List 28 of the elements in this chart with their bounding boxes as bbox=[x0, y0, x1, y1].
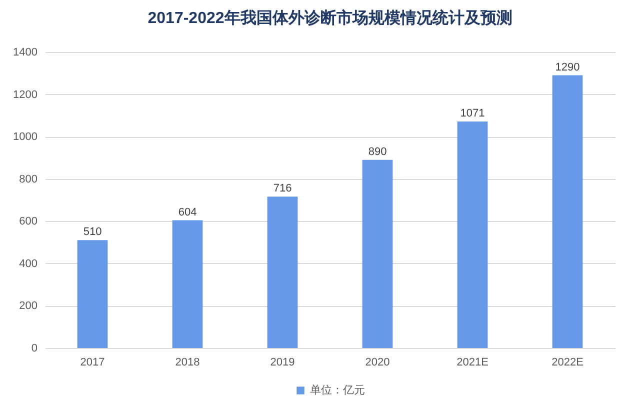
bar bbox=[267, 196, 298, 348]
bar bbox=[77, 240, 108, 348]
data-label: 1071 bbox=[460, 108, 485, 120]
y-tick-label: 0 bbox=[31, 342, 38, 354]
bar bbox=[362, 160, 393, 348]
bar bbox=[457, 122, 488, 348]
data-label: 890 bbox=[368, 146, 387, 158]
bar bbox=[172, 220, 203, 348]
bar bbox=[552, 75, 583, 348]
x-tick-label: 2020 bbox=[365, 356, 390, 368]
data-label: 716 bbox=[273, 182, 292, 195]
x-tick-label: 2022E bbox=[552, 356, 584, 368]
x-tick-label: 2017 bbox=[80, 356, 105, 368]
data-label: 604 bbox=[178, 206, 197, 218]
y-tick-label: 800 bbox=[19, 173, 38, 186]
data-label: 1290 bbox=[555, 61, 580, 74]
legend-label: 单位：亿元 bbox=[310, 384, 365, 396]
y-tick-label: 1000 bbox=[13, 131, 38, 144]
y-tick-label: 400 bbox=[19, 258, 38, 270]
x-tick-label: 2019 bbox=[270, 356, 295, 368]
data-label: 510 bbox=[83, 226, 102, 238]
y-tick-label: 200 bbox=[19, 300, 38, 312]
x-tick-label: 2018 bbox=[175, 356, 200, 368]
y-tick-label: 600 bbox=[19, 216, 38, 228]
chart-title: 2017-2022年我国体外诊断市场规模情况统计及预测 bbox=[148, 9, 512, 27]
x-tick-label: 2021E bbox=[456, 356, 488, 368]
y-tick-label: 1400 bbox=[13, 46, 38, 58]
y-tick-label: 1200 bbox=[13, 88, 38, 101]
